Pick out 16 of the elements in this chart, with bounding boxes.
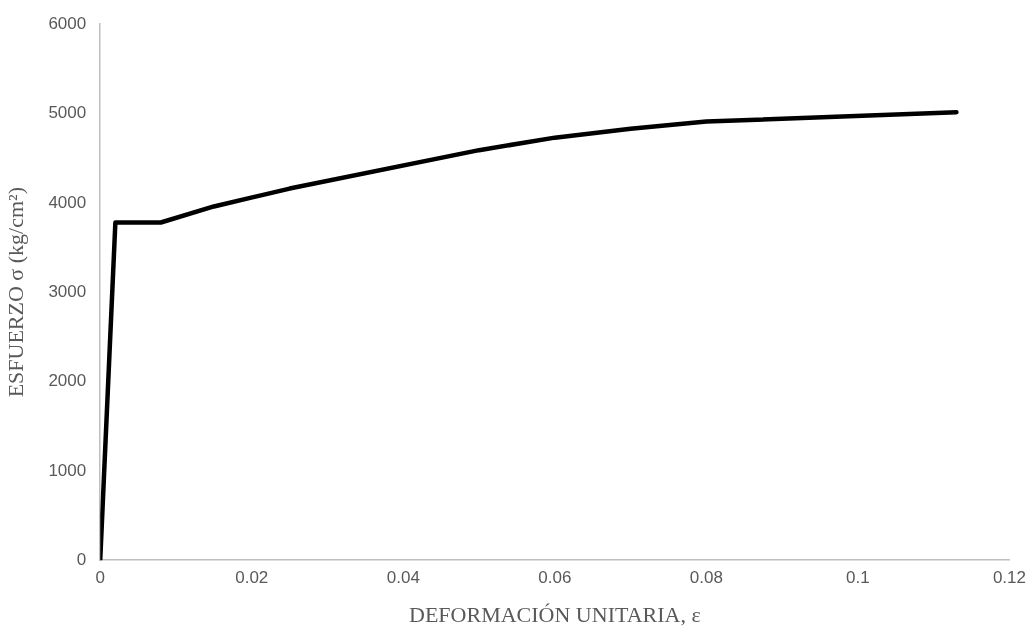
y-tick-label: 4000 xyxy=(48,192,87,212)
x-tick-label: 0.06 xyxy=(538,568,572,588)
x-tick-label: 0.02 xyxy=(235,568,269,588)
x-tick-label: 0.04 xyxy=(386,568,420,588)
y-tick-label: 3000 xyxy=(48,281,87,301)
x-axis-title: DEFORMACIÓN UNITARIA, ε xyxy=(409,601,701,627)
y-axis-title: ESFUERZO σ (kg/cm²) xyxy=(2,187,28,398)
x-tick-label: 0 xyxy=(95,568,105,588)
x-tick-label: 0.1 xyxy=(846,568,870,588)
y-tick-label: 6000 xyxy=(48,13,87,33)
y-tick-label: 5000 xyxy=(48,103,87,123)
y-tick-label: 1000 xyxy=(48,460,87,480)
y-tick-label: 0 xyxy=(76,549,87,569)
y-tick-label: 2000 xyxy=(48,371,87,391)
x-tick-label: 0.12 xyxy=(992,568,1026,588)
x-tick-label: 0.08 xyxy=(689,568,723,588)
